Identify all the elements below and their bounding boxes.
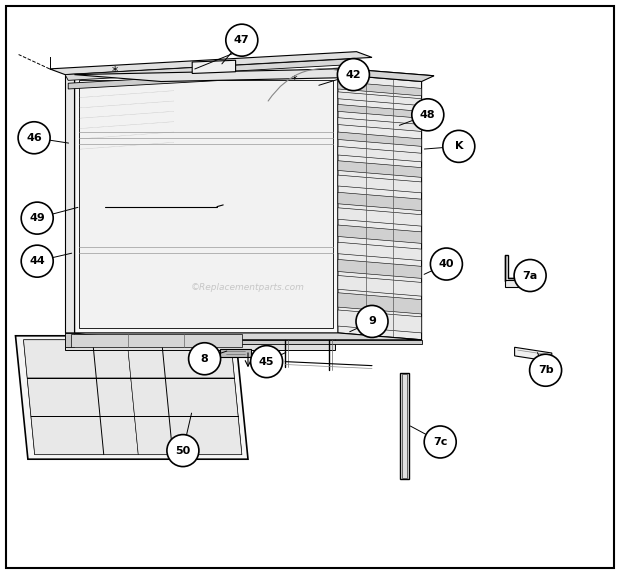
Polygon shape [65, 333, 422, 340]
Text: 7a: 7a [523, 270, 538, 281]
Polygon shape [71, 334, 242, 347]
Circle shape [226, 24, 258, 56]
Text: 47: 47 [234, 35, 250, 45]
Circle shape [21, 202, 53, 234]
Polygon shape [135, 416, 242, 455]
Polygon shape [127, 340, 234, 378]
Circle shape [412, 99, 444, 131]
Polygon shape [24, 340, 131, 378]
Polygon shape [505, 280, 530, 287]
Text: 48: 48 [420, 110, 436, 120]
Text: 40: 40 [439, 259, 454, 269]
Polygon shape [338, 118, 422, 131]
Polygon shape [515, 347, 552, 362]
Polygon shape [338, 104, 422, 118]
Polygon shape [50, 52, 372, 75]
Polygon shape [338, 146, 422, 162]
Text: 45: 45 [259, 356, 275, 367]
Text: *: * [112, 65, 118, 78]
Polygon shape [74, 75, 338, 333]
Polygon shape [27, 378, 135, 416]
Circle shape [18, 122, 50, 154]
Text: *: * [291, 75, 298, 86]
Polygon shape [338, 82, 422, 96]
Polygon shape [68, 68, 344, 89]
Circle shape [430, 248, 463, 280]
Circle shape [443, 130, 475, 162]
Polygon shape [192, 60, 236, 73]
Text: 9: 9 [368, 316, 376, 327]
Circle shape [167, 435, 199, 467]
Text: 46: 46 [26, 133, 42, 143]
Polygon shape [338, 293, 422, 314]
Text: 8: 8 [201, 354, 208, 364]
Circle shape [21, 245, 53, 277]
Polygon shape [338, 276, 422, 296]
Circle shape [514, 259, 546, 292]
Polygon shape [16, 336, 248, 459]
Text: ©Replacementparts.com: ©Replacementparts.com [191, 282, 305, 292]
Polygon shape [402, 374, 407, 478]
Circle shape [529, 354, 562, 386]
Polygon shape [338, 75, 422, 340]
Text: 44: 44 [29, 256, 45, 266]
Text: 50: 50 [175, 445, 190, 456]
Polygon shape [65, 333, 74, 347]
Polygon shape [338, 92, 422, 106]
Text: 7b: 7b [538, 365, 554, 375]
Polygon shape [220, 349, 251, 357]
Polygon shape [152, 340, 422, 344]
Polygon shape [400, 373, 409, 479]
Polygon shape [338, 225, 422, 243]
Text: 49: 49 [29, 213, 45, 223]
Polygon shape [24, 340, 242, 455]
Polygon shape [131, 378, 238, 416]
Polygon shape [65, 59, 356, 80]
Polygon shape [505, 255, 527, 281]
Circle shape [250, 346, 283, 378]
Polygon shape [338, 69, 434, 82]
Polygon shape [338, 242, 422, 261]
Polygon shape [31, 416, 138, 455]
Polygon shape [338, 161, 422, 177]
Polygon shape [79, 80, 333, 328]
Polygon shape [74, 69, 434, 82]
Circle shape [188, 343, 221, 375]
Text: 7c: 7c [433, 437, 448, 447]
Polygon shape [338, 310, 422, 333]
Polygon shape [65, 75, 74, 333]
Polygon shape [338, 132, 422, 146]
Circle shape [356, 305, 388, 338]
Polygon shape [338, 208, 422, 226]
Polygon shape [338, 192, 422, 211]
Polygon shape [338, 175, 422, 193]
Text: 42: 42 [345, 69, 361, 80]
Circle shape [424, 426, 456, 458]
Text: K: K [454, 141, 463, 152]
Circle shape [337, 59, 370, 91]
Polygon shape [338, 259, 422, 278]
Polygon shape [65, 333, 335, 350]
